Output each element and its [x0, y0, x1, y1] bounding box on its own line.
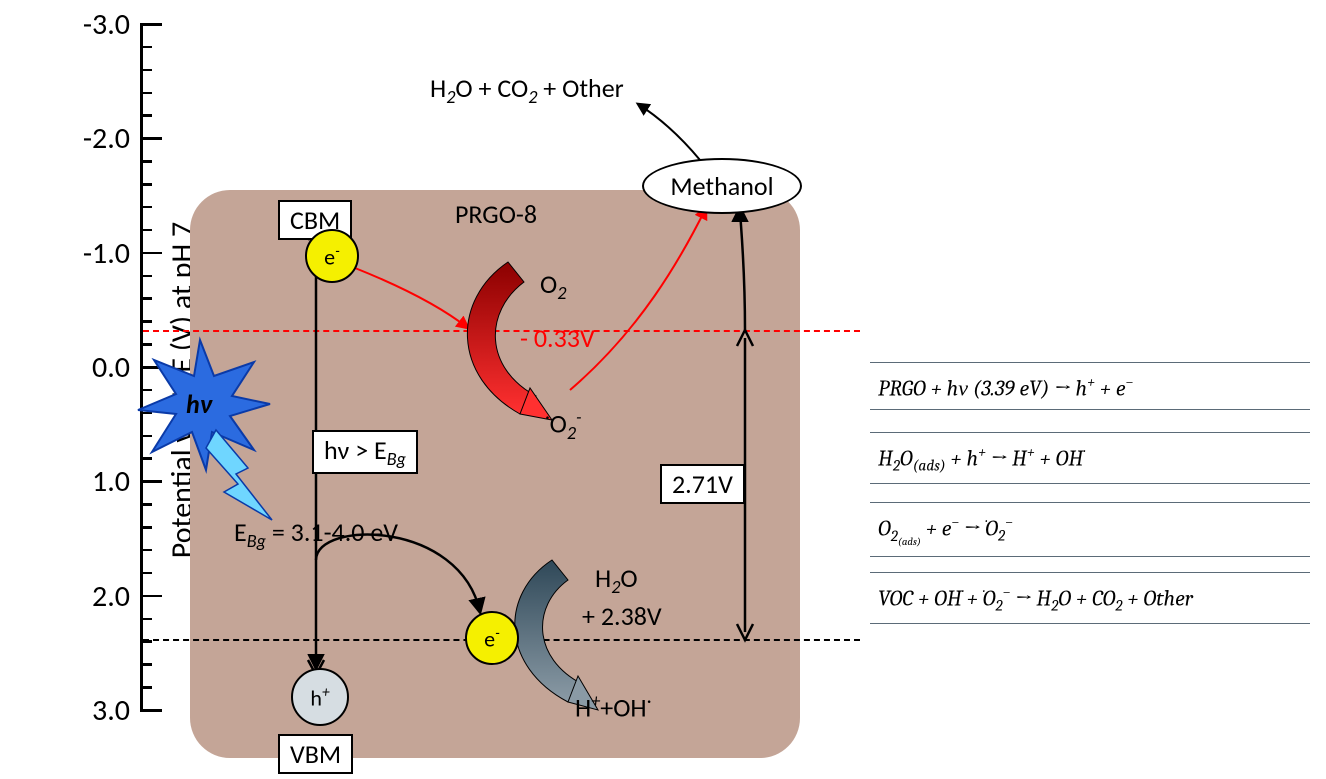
axis-minor-tick: [140, 503, 152, 506]
equation-row: O2(ads) + e− → ·O2−: [870, 502, 1310, 557]
hv-condition-label: hν > EBg: [312, 430, 418, 474]
axis-tick-label: 3.0: [60, 692, 130, 729]
axis-minor-tick: [140, 686, 152, 689]
axis-minor-tick: [140, 526, 152, 529]
axis-tick-label: 1.0: [60, 463, 130, 500]
axis-minor-tick: [140, 69, 152, 72]
methanol-node: Methanol: [642, 158, 802, 214]
axis-minor-tick: [140, 412, 152, 415]
equation-row: H2O(ads) + h+ → H+ + OH·: [870, 432, 1310, 484]
axis-minor-tick: [140, 297, 152, 300]
axis-tick-label: -1.0: [60, 235, 130, 272]
axis-minor-tick: [140, 114, 152, 117]
axis-tick-label: 0.0: [60, 349, 130, 386]
hv-photon-label: hν: [186, 388, 212, 420]
reference-line-o2: [143, 330, 860, 332]
axis-major-tick: [140, 252, 162, 255]
axis-tick-label: -2.0: [60, 120, 130, 157]
o2-potential-label: - 0.33V: [520, 322, 595, 354]
axis-minor-tick: [140, 275, 152, 278]
h2o-label: H2O: [595, 562, 638, 598]
axis-minor-tick: [140, 229, 152, 232]
axis-minor-tick: [140, 160, 152, 163]
h-oh-label: H++OH·: [575, 690, 651, 724]
electron-cbm: e-: [305, 229, 359, 283]
axis-minor-tick: [140, 549, 152, 552]
axis-minor-tick: [140, 663, 152, 666]
axis-minor-tick: [140, 618, 152, 621]
methanol-to-products-arrow: [638, 104, 700, 160]
axis-major-tick: [140, 137, 162, 140]
axis-major-tick: [140, 709, 162, 712]
products-label: H2O + CO2 + Other: [430, 72, 624, 108]
equation-row: PRGO + hν (3.39 eV) → h+ + e−: [870, 362, 1310, 410]
equation-row: VOC + OH· + ·O2− → H2O + CO2 + Other: [870, 572, 1310, 624]
axis-major-tick: [140, 595, 162, 598]
hole-vbm: h+: [291, 668, 349, 726]
axis-minor-tick: [140, 457, 152, 460]
axis-tick-label: 2.0: [60, 578, 130, 615]
o2-label: O2: [540, 268, 566, 304]
bandgap-range-label: EBg = 3.1-4.0 eV: [234, 516, 398, 552]
axis-major-tick: [140, 480, 162, 483]
axis-minor-tick: [140, 92, 152, 95]
superoxide-label: ·O2-: [545, 406, 582, 444]
vbm-label: VBM: [278, 734, 353, 774]
axis-minor-tick: [140, 183, 152, 186]
axis-minor-tick: [140, 46, 152, 49]
axis-minor-tick: [140, 435, 152, 438]
axis-major-tick: [140, 23, 162, 26]
electron-vbm-region: e-: [465, 611, 519, 665]
gap-voltage-label: 2.71V: [660, 464, 745, 504]
axis-minor-tick: [140, 206, 152, 209]
axis-tick-label: -3.0: [60, 6, 130, 43]
axis-minor-tick: [140, 320, 152, 323]
axis-minor-tick: [140, 572, 152, 575]
axis-major-tick: [140, 366, 162, 369]
axis-minor-tick: [140, 343, 152, 346]
axis-minor-tick: [140, 389, 152, 392]
prgo-label: PRGO-8: [455, 198, 537, 230]
h2o-potential-label: + 2.38V: [582, 600, 662, 632]
